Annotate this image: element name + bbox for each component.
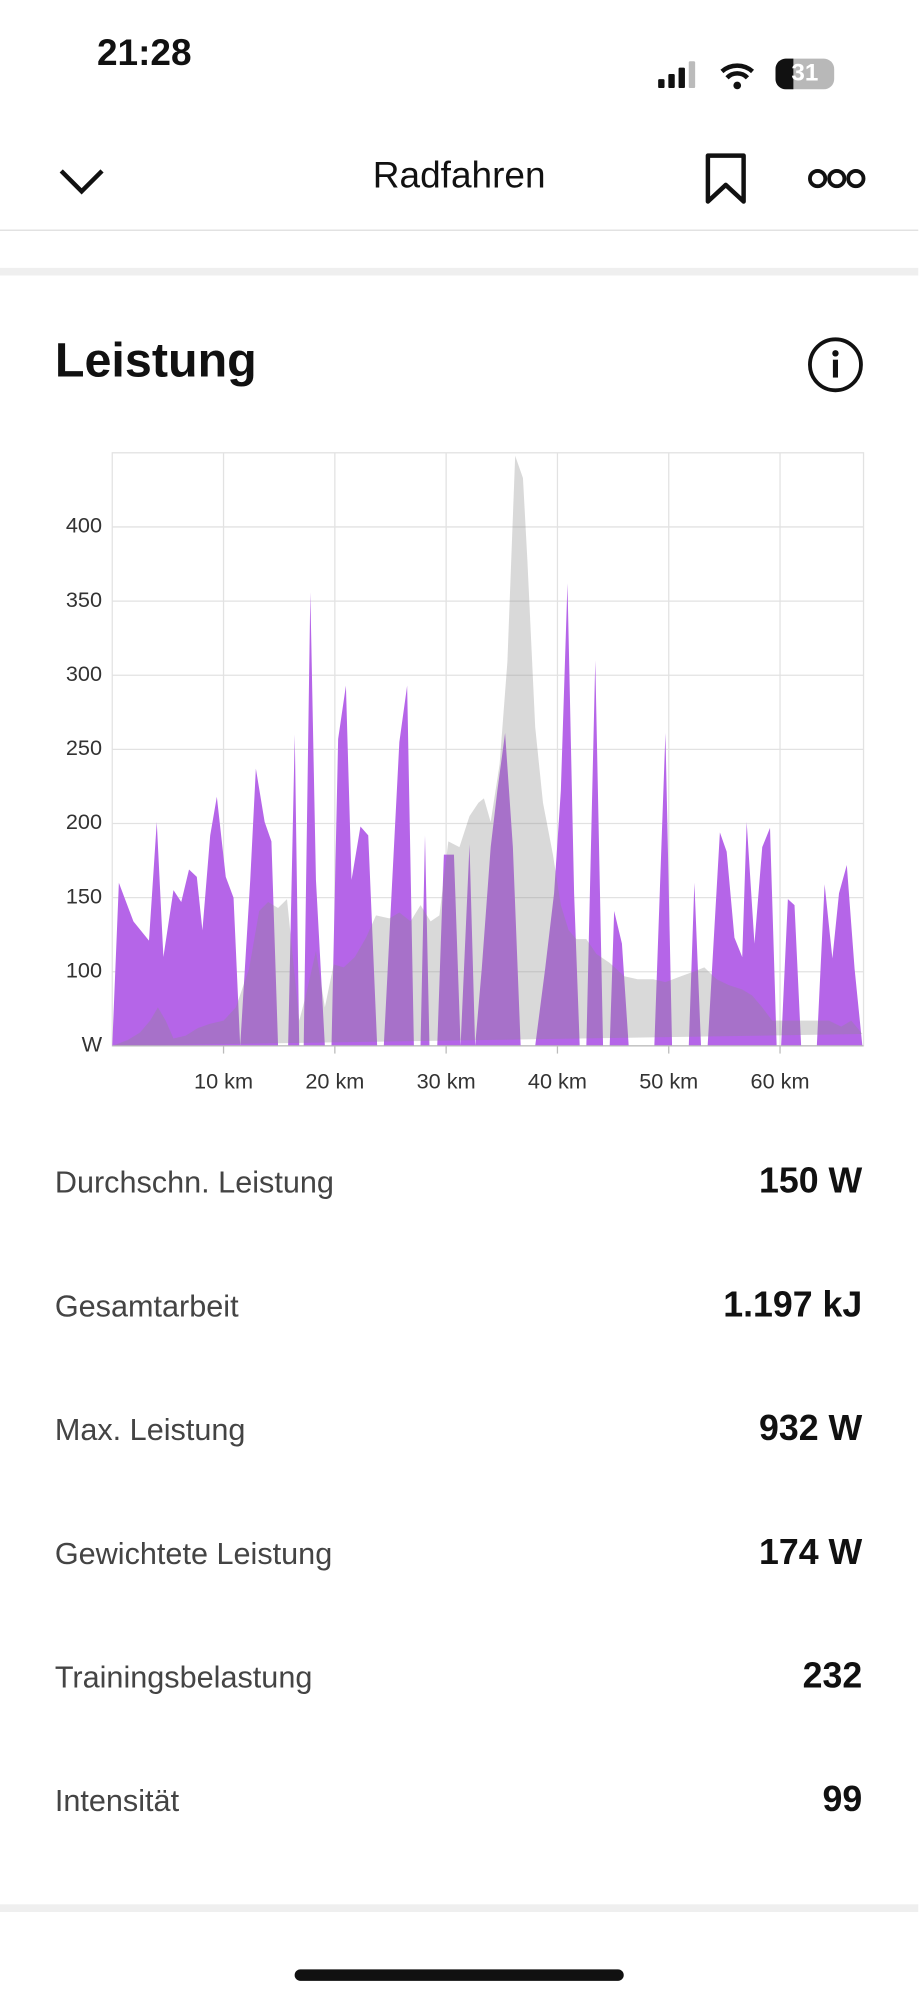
home-indicator [294, 1969, 624, 1981]
area [112, 455, 863, 1046]
stat-value: 932 W [759, 1408, 863, 1448]
stat-label: Durchschn. Leistung [54, 1165, 334, 1201]
x-tick-label: 40 km [528, 1069, 587, 1094]
x-tick-label: 50 km [639, 1069, 698, 1094]
area [112, 583, 863, 1046]
status-time: 21:28 [96, 33, 192, 74]
y-tick-label: 300 [66, 661, 102, 686]
stat-value: 174 W [759, 1531, 863, 1572]
stat-value: 1.197 kJ [723, 1284, 863, 1324]
y-tick-label: W [82, 1032, 103, 1057]
stat-label: Intensität [54, 1784, 180, 1819]
section-title: Leistung [54, 334, 257, 388]
battery: 31 [775, 58, 835, 90]
x-tick-label: 10 km [194, 1069, 253, 1094]
section-separator [0, 267, 919, 276]
stat-label: Gewichtete Leistung [54, 1536, 333, 1572]
stat-value: 232 [802, 1655, 863, 1696]
y-tick-label: 150 [66, 883, 102, 908]
divider [0, 229, 919, 231]
y-tick-label: 250 [66, 735, 102, 760]
x-tick-label: 30 km [417, 1069, 476, 1094]
y-tick-label: 200 [66, 809, 102, 834]
stat-label: Gesamtarbeit [54, 1289, 239, 1324]
stat-label: Trainingsbelastung [54, 1660, 313, 1696]
stat-label: Max. Leistung [54, 1413, 246, 1448]
section-separator [0, 1904, 919, 1912]
battery-level: 31 [791, 59, 819, 87]
x-tick-label: 20 km [305, 1069, 364, 1094]
bookmark-button[interactable] [704, 153, 750, 207]
y-tick-label: 400 [66, 513, 102, 538]
signal-wifi [658, 61, 755, 90]
info-button[interactable] [806, 335, 865, 394]
header-title: Radfahren [372, 155, 546, 197]
more-button[interactable] [806, 163, 867, 194]
back-chevron[interactable] [56, 161, 107, 199]
stat-value: 99 [822, 1779, 863, 1819]
x-tick-label: 60 km [751, 1069, 810, 1094]
y-tick-label: 100 [66, 958, 102, 983]
y-tick-label: 350 [66, 587, 102, 612]
power-chart: W 100 150 200 250 300 350 400 10 km 20 km 30 km 40 … [66, 452, 865, 1094]
stat-value: 150 W [759, 1160, 863, 1201]
